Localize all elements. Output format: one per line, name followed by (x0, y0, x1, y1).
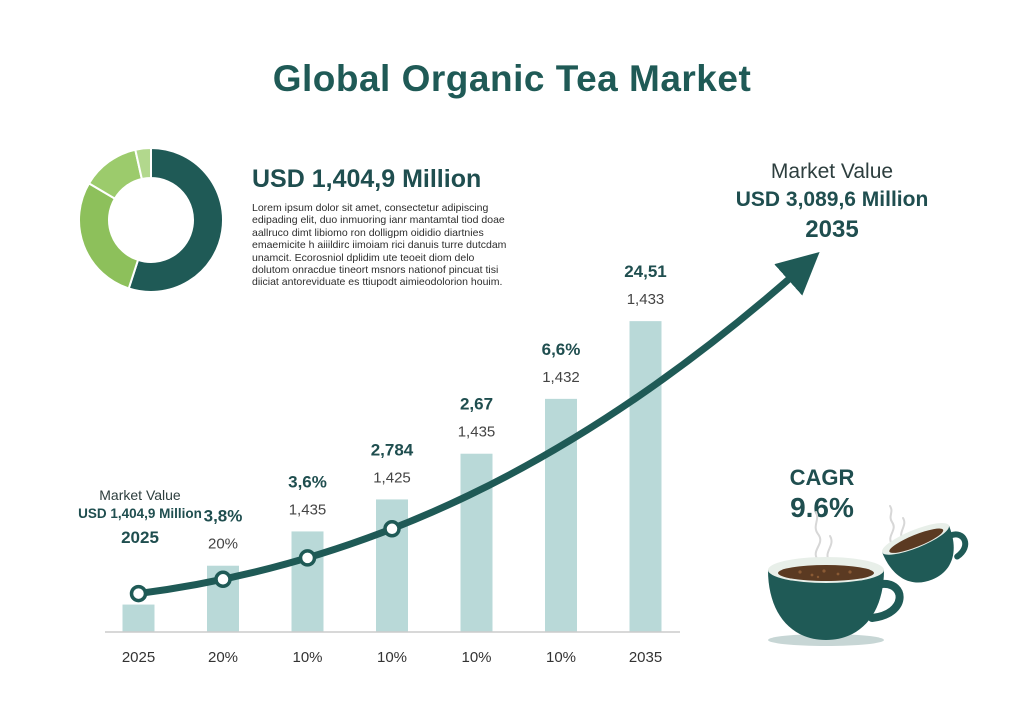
market-value-end-year: 2035 (805, 216, 859, 243)
bar-sub-label: 1,433 (627, 291, 665, 308)
bar-value-label: 2,67 (460, 395, 493, 414)
donut-segment-2 (78, 181, 140, 290)
x-tick-label: 2025 (122, 649, 155, 666)
bar-value-label: 3,6% (288, 472, 327, 491)
cagr-value: 9.6% (790, 492, 854, 523)
market-value-start-value: USD 1,404,9 Million (78, 506, 202, 521)
market-share-donut (76, 145, 226, 295)
x-tick-label: 2035 (629, 649, 662, 666)
bar-4 (376, 499, 408, 632)
bar-1 (122, 604, 155, 632)
bar-value-label: 6,6% (542, 340, 581, 359)
market-value-start-year: 2025 (121, 528, 159, 547)
chart-title: Global Organic Tea Market (272, 58, 752, 99)
bar-5 (460, 453, 493, 632)
donut-segment-4 (134, 146, 152, 181)
market-value-end-label: Market Value (770, 160, 894, 183)
bar-sub-label: 1,435 (289, 501, 327, 518)
donut-svg (78, 146, 224, 293)
trend-marker (129, 584, 148, 603)
summary-headline: USD 1,404,9 Million (252, 165, 482, 193)
x-tick-label: 10% (546, 649, 576, 666)
market-value-start-label: Market Value (99, 487, 181, 503)
tea-cups-illustration (768, 505, 969, 646)
trend-marker (298, 549, 317, 567)
bar-3 (291, 531, 324, 632)
x-tick-label: 10% (377, 649, 407, 666)
bar-sub-label: 20% (208, 536, 238, 553)
donut-segment-1 (127, 146, 224, 293)
trend-arrow (135, 251, 820, 598)
tea-cup-tilted-icon (881, 523, 969, 583)
summary-body: Lorem ipsum dolor sit amet, consectetur … (252, 202, 507, 289)
bar-value-label: 2,784 (371, 440, 414, 459)
bar-sub-label: 1,425 (373, 469, 411, 486)
x-tick-label: 20% (208, 649, 238, 666)
bar-7 (629, 321, 662, 632)
cagr-label: CAGR (789, 465, 855, 490)
x-tick-label: 10% (461, 649, 491, 666)
trend-marker (383, 520, 401, 538)
cagr-block: CAGR 9.6% (762, 465, 882, 525)
bar-sub-label: 1,435 (458, 424, 496, 441)
bar-value-label: 24,51 (624, 262, 667, 281)
bar-sub-label: 1,432 (542, 369, 580, 386)
market-value-2035: Market Value USD 3,089,6 Million 2035 (700, 158, 964, 246)
x-tick-label: 10% (292, 649, 322, 666)
market-value-2025: Market Value USD 1,404,9 Million 2025 (60, 486, 220, 552)
bar-value-label: 3,8% (204, 507, 243, 526)
trend-marker (214, 570, 232, 589)
tea-cup-icon (768, 557, 904, 646)
market-value-end-value: USD 3,089,6 Million (735, 188, 929, 211)
bar-6 (545, 398, 577, 632)
